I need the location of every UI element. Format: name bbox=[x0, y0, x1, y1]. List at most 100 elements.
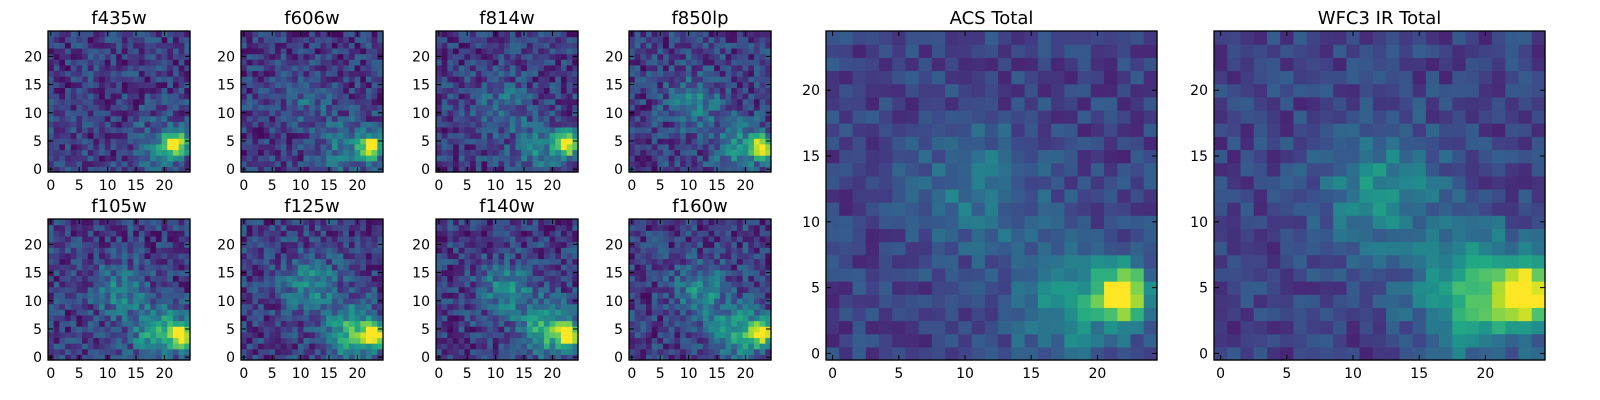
heatmap-cell bbox=[640, 314, 647, 322]
heatmap-cell bbox=[241, 247, 248, 254]
heatmap-cell bbox=[640, 348, 647, 355]
heatmap-cell bbox=[765, 143, 772, 151]
heatmap-cell bbox=[487, 309, 494, 316]
heatmap-cell bbox=[309, 258, 316, 265]
heatmap-cell bbox=[646, 126, 653, 134]
heatmap-cell bbox=[127, 31, 134, 38]
heatmap-cell bbox=[150, 219, 157, 226]
heatmap-cell bbox=[377, 126, 384, 134]
heatmap-cell bbox=[674, 149, 681, 156]
heatmap-cell bbox=[70, 326, 77, 333]
heatmap-cell bbox=[99, 241, 106, 248]
heatmap-cell bbox=[509, 115, 517, 122]
heatmap-cell bbox=[441, 224, 448, 231]
heatmap-cell bbox=[246, 264, 253, 271]
heatmap-cell bbox=[634, 70, 641, 77]
heatmap-cell bbox=[371, 320, 378, 327]
heatmap-cell bbox=[532, 109, 539, 117]
heatmap-cell bbox=[629, 87, 636, 94]
heatmap-cell bbox=[736, 138, 744, 145]
heatmap-cell bbox=[453, 241, 460, 248]
heatmap-cell bbox=[309, 104, 316, 111]
heatmap-cell bbox=[543, 241, 551, 248]
heatmap-cell bbox=[441, 326, 448, 333]
heatmap-cell bbox=[348, 224, 356, 231]
heatmap-cell bbox=[753, 155, 761, 162]
heatmap-cell bbox=[640, 297, 647, 305]
heatmap-cell bbox=[555, 230, 562, 237]
heatmap-cell bbox=[475, 126, 483, 134]
heatmap-cell bbox=[87, 297, 95, 305]
heatmap-cell bbox=[566, 138, 573, 145]
heatmap-cell bbox=[492, 53, 500, 60]
heatmap-cell bbox=[280, 309, 288, 316]
heatmap-cell bbox=[65, 320, 72, 327]
heatmap-cell bbox=[99, 337, 106, 344]
heatmap-cell bbox=[258, 76, 265, 83]
heatmap-cell bbox=[685, 286, 693, 293]
heatmap-cell bbox=[70, 98, 77, 105]
heatmap-cell bbox=[127, 53, 134, 60]
y-tick-label: 0 bbox=[226, 162, 235, 178]
heatmap-cell bbox=[377, 93, 384, 100]
heatmap-cell bbox=[320, 297, 327, 305]
heatmap-cell bbox=[549, 264, 556, 271]
heatmap-cell bbox=[178, 230, 185, 237]
heatmap-cell bbox=[447, 160, 454, 167]
heatmap-cell bbox=[441, 331, 448, 339]
heatmap-cell bbox=[104, 42, 112, 49]
heatmap-cell bbox=[464, 326, 471, 333]
heatmap-cell bbox=[572, 314, 579, 322]
heatmap-cell bbox=[297, 76, 305, 83]
heatmap-cell bbox=[509, 42, 517, 49]
heatmap-cell bbox=[121, 343, 129, 350]
heatmap-cell bbox=[708, 275, 715, 282]
heatmap-cell bbox=[629, 93, 636, 100]
heatmap-cell bbox=[555, 81, 562, 88]
heatmap-cell bbox=[59, 47, 66, 55]
heatmap-cell bbox=[286, 230, 293, 237]
heatmap-cell bbox=[487, 247, 494, 254]
heatmap-cell bbox=[481, 281, 488, 288]
heatmap-cell bbox=[161, 70, 168, 77]
heatmap-cell bbox=[663, 303, 670, 310]
heatmap-cell bbox=[116, 337, 123, 344]
heatmap-cell bbox=[759, 160, 766, 167]
heatmap-cell bbox=[258, 275, 265, 282]
heatmap-cell bbox=[702, 47, 710, 55]
heatmap-cell bbox=[252, 70, 259, 77]
heatmap-cell bbox=[286, 258, 293, 265]
heatmap-cell bbox=[753, 59, 761, 66]
heatmap-cell bbox=[184, 64, 191, 72]
heatmap-cell bbox=[297, 252, 305, 260]
heatmap-cell bbox=[555, 64, 562, 72]
heatmap-cell bbox=[360, 93, 367, 100]
heatmap-cell bbox=[246, 132, 253, 139]
heatmap-cell bbox=[53, 292, 60, 299]
heatmap-cell bbox=[651, 337, 658, 344]
heatmap-cell bbox=[765, 64, 772, 72]
heatmap-cell bbox=[464, 286, 471, 293]
heatmap-cell bbox=[87, 331, 95, 339]
heatmap-cell bbox=[354, 275, 361, 282]
heatmap-cell bbox=[76, 241, 83, 248]
heatmap-cell bbox=[702, 166, 710, 173]
heatmap-cell bbox=[526, 87, 534, 94]
heatmap-cell bbox=[286, 235, 293, 243]
heatmap-cell bbox=[651, 76, 658, 83]
heatmap-cell bbox=[543, 109, 551, 117]
heatmap-cell bbox=[87, 121, 95, 128]
heatmap-cell bbox=[498, 286, 505, 293]
heatmap-cell bbox=[65, 36, 72, 43]
heatmap-cell bbox=[263, 224, 270, 231]
heatmap-cell bbox=[53, 115, 60, 122]
heatmap-cell bbox=[178, 309, 185, 316]
heatmap-cell bbox=[76, 343, 83, 350]
heatmap-cell bbox=[504, 132, 511, 139]
heatmap-cell bbox=[76, 155, 83, 162]
heatmap-cell bbox=[458, 138, 465, 145]
heatmap-cell bbox=[365, 70, 373, 77]
heatmap-cell bbox=[354, 36, 361, 43]
heatmap-cell bbox=[543, 247, 551, 254]
heatmap-cell bbox=[481, 53, 488, 60]
